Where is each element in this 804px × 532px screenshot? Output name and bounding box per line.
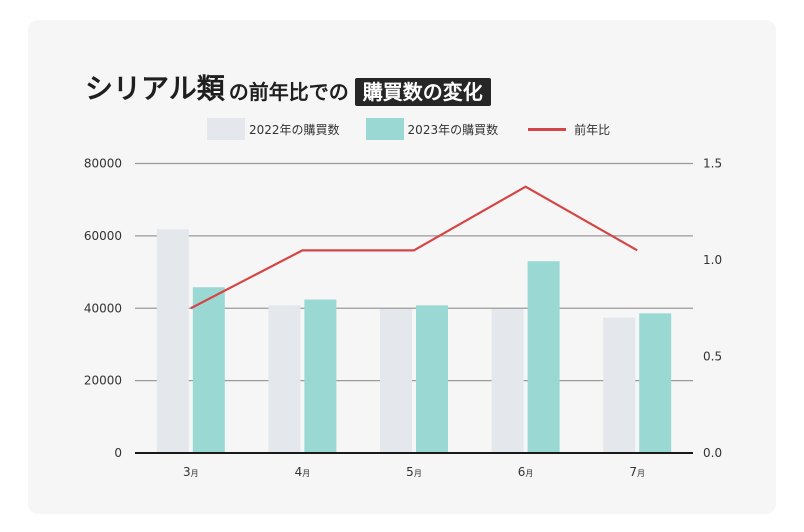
legend-swatch-ratio [528, 127, 567, 131]
legend-swatch-2022 [207, 118, 245, 140]
y-left-tick-label: 20000 [84, 374, 122, 388]
x-tick-label: 5月 [406, 465, 422, 479]
bar-2023 [304, 299, 337, 453]
bar-2022 [380, 308, 412, 453]
legend-item-ratio: 前年比 [524, 121, 610, 138]
x-tick-label: 7月 [629, 465, 645, 479]
bar-2022 [603, 317, 636, 453]
chart-title: シリアル類 の前年比での 購買数の変化 [85, 66, 491, 106]
legend-item-2022: 2022年の購買数 [207, 118, 340, 140]
chart-legend: 2022年の購買数 2023年の購買数 前年比 [207, 118, 636, 140]
legend-item-2023: 2023年の購買数 [365, 118, 499, 140]
y-left-tick-label: 40000 [84, 301, 122, 315]
y-right-tick-label: 0.0 [703, 446, 722, 460]
x-tick-label: 3月 [183, 465, 199, 479]
legend-label-2022: 2022年の購買数 [249, 122, 340, 137]
legend-label-2023: 2023年の購買数 [407, 122, 499, 137]
x-tick-label: 4月 [295, 465, 311, 479]
bar-2023 [527, 261, 560, 453]
bar-2023 [192, 287, 225, 453]
y-left-tick-label: 0 [114, 446, 122, 460]
bar-2023 [639, 313, 672, 453]
y-right-tick-label: 1.5 [703, 157, 722, 171]
title-main: シリアル類 [85, 72, 225, 105]
bar-2022 [491, 308, 524, 453]
y-right-tick-label: 1.0 [703, 253, 722, 267]
title-middle: の前年比での [228, 80, 349, 104]
y-left-tick-label: 80000 [84, 157, 122, 171]
legend-swatch-2023 [365, 118, 404, 140]
bar-2022 [156, 229, 189, 453]
y-left-tick-label: 60000 [84, 229, 122, 243]
y-right-tick-label: 0.5 [703, 350, 722, 364]
title-highlight: 購買数の変化 [354, 78, 491, 106]
x-tick-label: 6月 [518, 465, 534, 479]
bar-2023 [416, 305, 448, 453]
ratio-line [190, 185, 638, 310]
legend-label-ratio: 前年比 [574, 122, 611, 137]
bar-2022 [268, 305, 301, 453]
